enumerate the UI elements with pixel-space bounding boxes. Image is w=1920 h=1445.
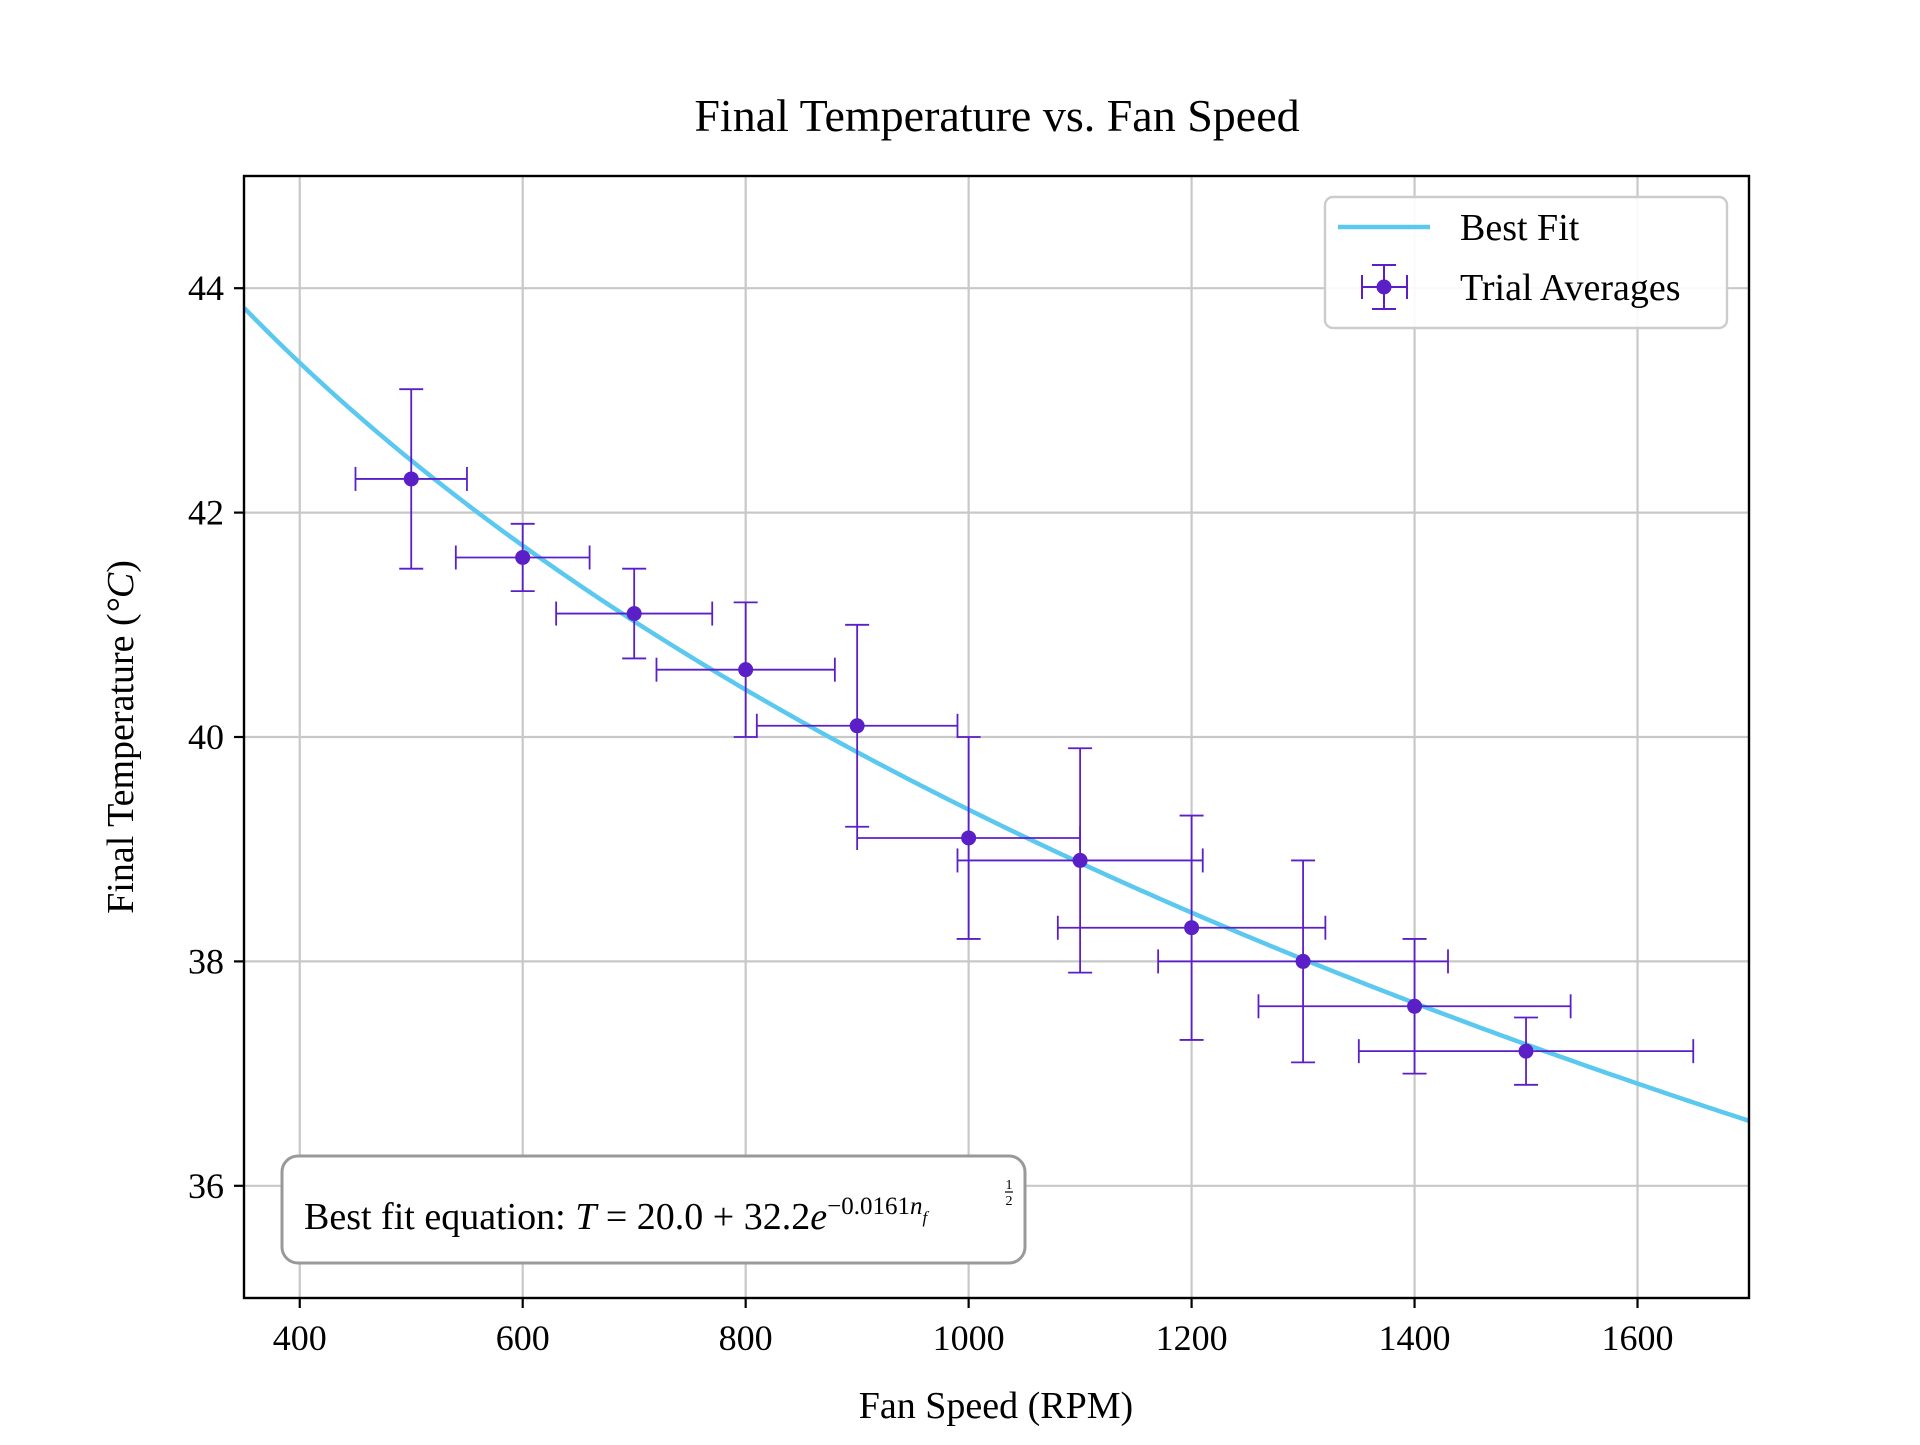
x-tick-label: 800	[719, 1318, 773, 1358]
x-tick-label: 1000	[933, 1318, 1005, 1358]
chart-title: Final Temperature vs. Fan Speed	[694, 90, 1299, 141]
y-tick-label: 42	[188, 493, 224, 533]
trial-averages-layer	[354, 388, 1695, 1086]
x-axis-label: Fan Speed (RPM)	[859, 1385, 1133, 1427]
data-point	[555, 567, 714, 660]
x-tick-label: 600	[496, 1318, 550, 1358]
y-tick-label: 38	[188, 941, 224, 981]
data-marker	[515, 549, 531, 565]
equation-fraction-denominator: 2	[1006, 1194, 1013, 1209]
data-point	[454, 522, 591, 593]
y-tick-label: 40	[188, 717, 224, 757]
equation-text: Best fit equation: T = 20.0 + 32.2e−0.01…	[304, 1193, 929, 1238]
data-point	[1357, 1016, 1695, 1086]
equation-annotation: Best fit equation: T = 20.0 + 32.2e−0.01…	[280, 1154, 1027, 1265]
equation-exponent-subscript: f	[922, 1208, 929, 1227]
equation-fraction-numerator: 1	[1006, 1178, 1013, 1193]
data-marker	[403, 471, 419, 487]
data-marker	[1072, 852, 1088, 868]
legend: Best Fit Trial Averages	[1323, 195, 1729, 330]
equation-exponent-variable: n	[910, 1193, 923, 1220]
data-marker	[1184, 920, 1200, 936]
y-axis-label: Final Temperature (°C)	[100, 560, 142, 914]
y-axis-label-unit: °C	[100, 572, 142, 613]
data-marker	[961, 830, 977, 846]
data-marker	[1518, 1043, 1534, 1059]
legend-trial-averages-label: Trial Averages	[1460, 267, 1681, 309]
x-tick-label: 1600	[1602, 1318, 1674, 1358]
y-tick-label: 44	[188, 268, 224, 308]
equation-box	[280, 1154, 1027, 1265]
equation-constant: = 20.0 + 32.2	[596, 1196, 810, 1238]
data-marker	[626, 606, 642, 622]
legend-best-fit-label: Best Fit	[1460, 207, 1580, 249]
y-tick-label: 36	[188, 1166, 224, 1206]
equation-exponent: −0.0161	[827, 1193, 910, 1220]
legend-trial-averages-swatch	[1361, 264, 1408, 310]
axis-ticks: 400 600 800 1000 1200 1400 1600 36 38 40 42 44	[188, 268, 1674, 1358]
x-tick-label: 1200	[1156, 1318, 1228, 1358]
y-axis-label-main: Final Temperature (	[100, 613, 142, 914]
data-marker	[849, 718, 865, 734]
data-marker	[1407, 998, 1423, 1014]
data-point	[655, 601, 836, 738]
data-point	[354, 388, 468, 570]
x-tick-label: 1400	[1379, 1318, 1451, 1358]
equation-prefix: Best fit equation:	[304, 1196, 575, 1238]
x-tick-label: 400	[273, 1318, 327, 1358]
data-marker	[1295, 953, 1311, 969]
equation-base: e	[810, 1196, 827, 1238]
best-fit-line	[244, 306, 1749, 1123]
y-axis-label-end: )	[100, 560, 142, 573]
data-point	[1056, 814, 1327, 1041]
best-fit-layer	[244, 306, 1749, 1123]
legend-frame	[1323, 195, 1729, 330]
data-marker	[738, 662, 754, 678]
data-point	[1157, 859, 1449, 1064]
data-point	[956, 747, 1204, 974]
data-point	[856, 736, 1082, 940]
equation-variable: T	[575, 1196, 599, 1238]
